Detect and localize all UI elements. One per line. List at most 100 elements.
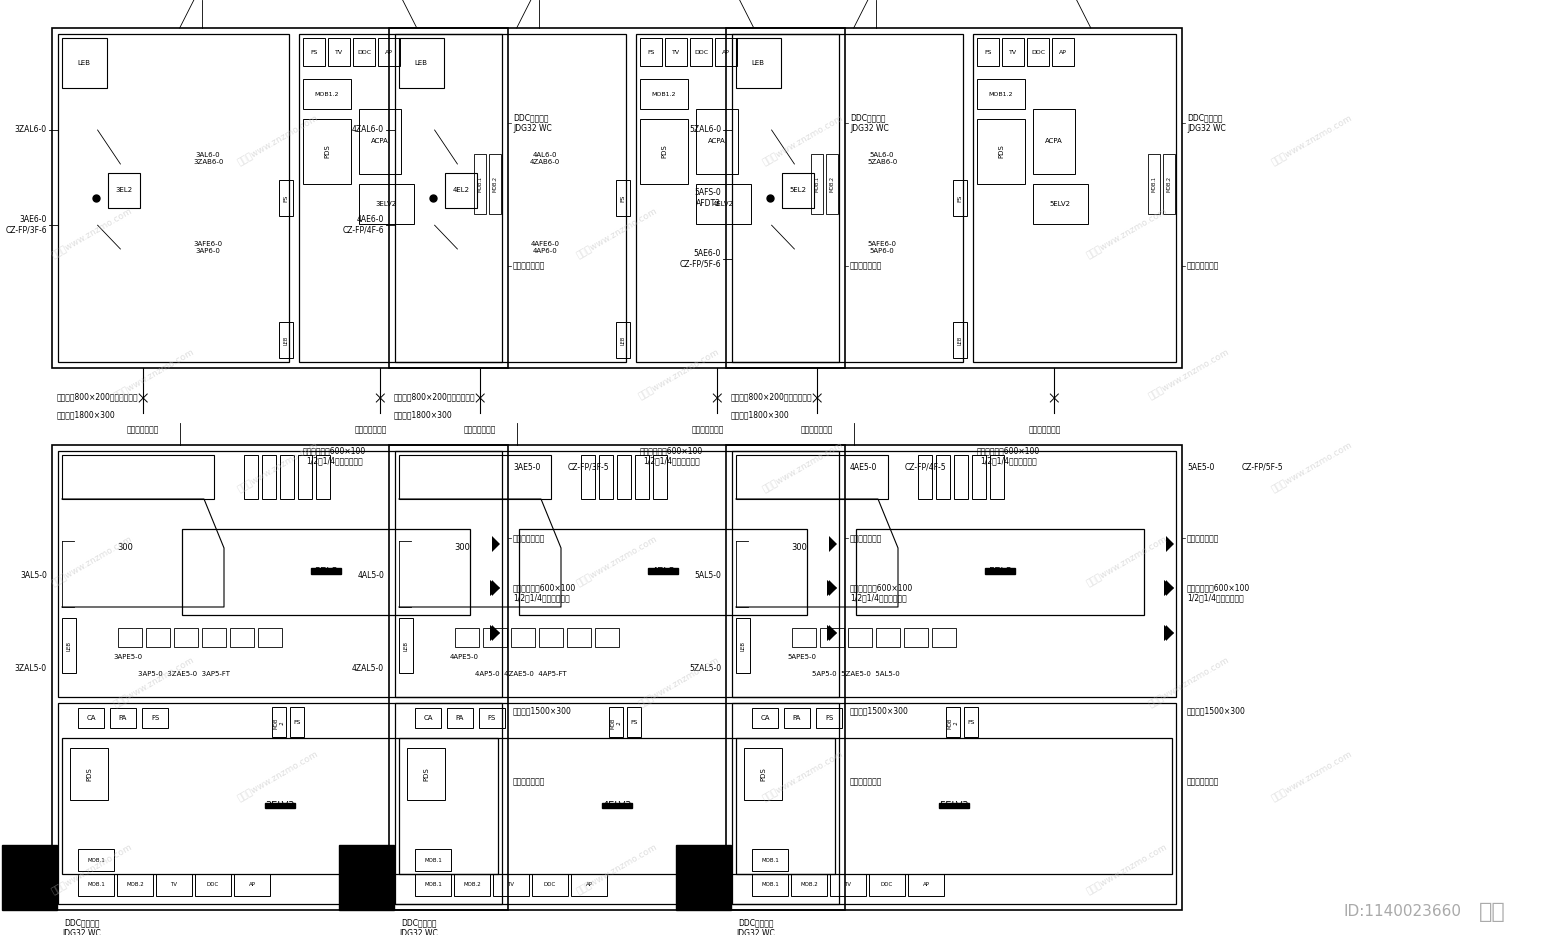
Bar (395, 703, 838, 904)
Text: 接本层弱电桥架: 接本层弱电桥架 (1187, 262, 1220, 270)
Text: 3EL2: 3EL2 (116, 187, 133, 193)
Text: 5ELV2: 5ELV2 (1050, 201, 1070, 207)
Text: CA: CA (760, 715, 770, 721)
Bar (1027, 38, 1048, 66)
Bar (954, 455, 968, 499)
Text: PDS: PDS (423, 767, 429, 781)
Bar (415, 849, 451, 871)
Text: 知末: 知末 (1479, 901, 1505, 922)
Bar (511, 628, 536, 647)
Text: 接本层电缆桥架: 接本层电缆桥架 (465, 425, 496, 435)
Bar (696, 184, 750, 224)
Text: 接本层电缆桥架: 接本层电缆桥架 (851, 534, 882, 543)
Text: DDC集中电源
JDG32 WC: DDC集中电源 JDG32 WC (400, 918, 438, 935)
Bar (142, 708, 168, 728)
Bar (752, 708, 778, 728)
Text: 4APE5-0: 4APE5-0 (449, 654, 479, 660)
Text: 3APE5-0: 3APE5-0 (113, 654, 142, 660)
Bar (903, 628, 928, 647)
Text: 知末网www.znzmo.com: 知末网www.znzmo.com (236, 749, 320, 803)
Bar (489, 154, 500, 214)
Text: 300: 300 (117, 543, 133, 553)
Text: FS: FS (985, 50, 991, 54)
Text: 5AP5-0  5ZAE5-0  5AL5-0: 5AP5-0 5ZAE5-0 5AL5-0 (812, 671, 900, 677)
Polygon shape (1164, 580, 1173, 596)
Text: 接本层弱电桥架: 接本层弱电桥架 (851, 262, 882, 270)
Bar (608, 707, 622, 737)
Text: 电缆桥架800×200垂直敏设引上: 电缆桥架800×200垂直敏设引上 (730, 393, 812, 401)
Bar (977, 38, 999, 66)
Text: LEB: LEB (741, 641, 746, 651)
Bar (616, 180, 630, 216)
Text: MOB
.2: MOB .2 (273, 717, 284, 728)
Bar (594, 628, 619, 647)
Text: FS: FS (488, 715, 496, 721)
Text: DDC集中电源
JDG32 WC: DDC集中电源 JDG32 WC (513, 113, 551, 133)
Text: 5AFE6-0
5AP6-0: 5AFE6-0 5AP6-0 (868, 240, 897, 253)
Polygon shape (985, 568, 1014, 574)
Bar (690, 38, 712, 66)
Bar (303, 119, 350, 184)
Bar (977, 119, 1025, 184)
Bar (919, 455, 933, 499)
Bar (936, 455, 950, 499)
Bar (811, 154, 823, 214)
Text: 知末网www.znzmo.com: 知末网www.znzmo.com (51, 842, 134, 897)
Bar (279, 322, 293, 358)
Text: LEB: LEB (284, 336, 289, 345)
Text: FS: FS (630, 721, 638, 726)
Text: DDC: DDC (882, 883, 892, 887)
Text: 楼板留派1500×300: 楼板留派1500×300 (851, 707, 909, 715)
Text: 接本层电缆桥架: 接本层电缆桥架 (513, 534, 545, 543)
Bar (258, 628, 283, 647)
Text: 300: 300 (791, 543, 808, 553)
Polygon shape (489, 580, 500, 596)
Text: 知末网www.znzmo.com: 知末网www.znzmo.com (761, 113, 845, 167)
Text: MOB.1: MOB.1 (86, 883, 105, 887)
Bar (732, 34, 963, 362)
Text: 知末网www.znzmo.com: 知末网www.znzmo.com (51, 207, 134, 261)
Text: 知末网www.znzmo.com: 知末网www.znzmo.com (1085, 534, 1169, 588)
Bar (571, 874, 607, 896)
Text: 5APE5-0: 5APE5-0 (787, 654, 815, 660)
Bar (62, 618, 76, 673)
Polygon shape (1166, 536, 1173, 552)
Polygon shape (266, 803, 295, 808)
Text: 弱电综合桥架600×100
1/2，1/4处分别加隔板: 弱电综合桥架600×100 1/2，1/4处分别加隔板 (303, 446, 366, 466)
Bar (303, 38, 324, 66)
Text: TV: TV (1008, 50, 1017, 54)
Bar (272, 707, 286, 737)
Text: 知末网www.znzmo.com: 知末网www.znzmo.com (1147, 347, 1231, 401)
Bar (539, 628, 564, 647)
Bar (977, 79, 1025, 109)
Bar (696, 109, 738, 174)
Bar (79, 708, 103, 728)
Text: TV: TV (170, 883, 178, 887)
Text: 电缆桥架800×200垂直敏设引上: 电缆桥架800×200垂直敏设引上 (57, 393, 139, 401)
Bar (479, 708, 505, 728)
Text: LEB: LEB (66, 641, 71, 651)
Bar (79, 849, 114, 871)
Bar (62, 738, 499, 874)
Bar (59, 34, 289, 362)
Bar (59, 703, 502, 904)
Text: 知末网www.znzmo.com: 知末网www.znzmo.com (761, 440, 845, 495)
Polygon shape (829, 580, 837, 596)
Text: DDC集中电源
JDG32 WC: DDC集中电源 JDG32 WC (736, 918, 775, 935)
Polygon shape (829, 625, 837, 641)
Bar (726, 28, 1183, 368)
Bar (117, 628, 142, 647)
Bar (1149, 154, 1160, 214)
Text: 3ZAL5-0: 3ZAL5-0 (15, 664, 46, 672)
Bar (79, 874, 114, 896)
Bar (303, 79, 350, 109)
Bar (195, 874, 232, 896)
Text: PA: PA (119, 715, 127, 721)
Bar (327, 38, 350, 66)
Bar (455, 628, 479, 647)
Text: 知末网www.znzmo.com: 知末网www.znzmo.com (576, 842, 659, 897)
Text: 5AE5-0: 5AE5-0 (1187, 463, 1215, 471)
Bar (395, 451, 838, 697)
Bar (182, 529, 469, 615)
Text: 知末网www.znzmo.com: 知末网www.znzmo.com (51, 534, 134, 588)
